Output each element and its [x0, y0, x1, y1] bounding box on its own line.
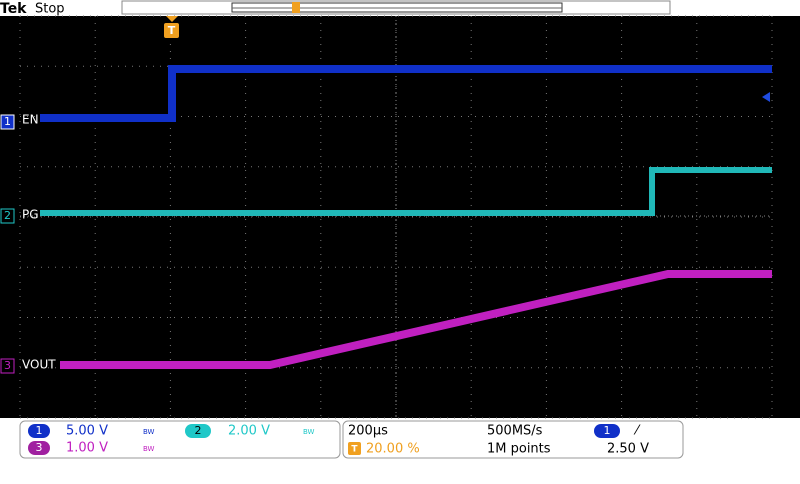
ch1-badge-number: 1 — [36, 424, 43, 437]
trace-en — [40, 65, 772, 122]
ch3-bw: BW — [143, 445, 155, 453]
timebase: 200µs — [348, 424, 388, 439]
trigger-slope: ⁄ — [633, 424, 641, 439]
ch3-badge — [28, 441, 50, 455]
run-status: Stop — [35, 2, 65, 17]
ch2-label: PG — [22, 208, 39, 222]
trigger-source: 1 — [604, 424, 611, 437]
trigger-source-badge — [594, 424, 620, 438]
channel-panel — [19, 420, 341, 459]
ch3-label: VOUT — [22, 358, 56, 372]
trigger-position: 20.00 % — [366, 442, 420, 457]
ch2-badge — [185, 424, 211, 438]
trigger-arrow — [166, 16, 178, 22]
ch1-bw: BW — [143, 428, 155, 436]
ch2-badge-number: 2 — [195, 424, 202, 437]
ch3-badge-number: 3 — [36, 441, 43, 454]
ch3-marker-number: 3 — [4, 359, 11, 372]
record-length: 1M points — [487, 442, 551, 457]
trigger-level-arrow — [762, 92, 770, 102]
ch1-scale: 5.00 V — [66, 424, 108, 439]
trigger-pos-icon — [348, 442, 361, 455]
trigger-marker — [164, 23, 179, 38]
brand: Tek — [0, 1, 27, 17]
ch2-bw: BW — [303, 428, 315, 436]
graticule-area — [0, 16, 800, 418]
trigger-level: 2.50 V — [607, 442, 649, 457]
ch2-marker-number: 2 — [4, 209, 11, 222]
ch3-marker — [0, 358, 15, 374]
ch1-label: EN — [22, 113, 39, 127]
sample-rate: 500MS/s — [487, 424, 543, 439]
record-trigger — [292, 2, 300, 13]
ch2-scale: 2.00 V — [228, 424, 270, 439]
ch3-scale: 1.00 V — [66, 441, 108, 456]
ch1-badge — [28, 424, 50, 438]
ch1-marker-number: 1 — [4, 115, 11, 128]
trigger-pos-icon-label: T — [351, 445, 358, 455]
trace-pg — [40, 167, 772, 216]
trigger-marker-label: T — [168, 24, 176, 37]
ch1-marker — [0, 114, 15, 130]
trace-vout — [60, 270, 772, 369]
ch2-marker — [0, 208, 15, 224]
